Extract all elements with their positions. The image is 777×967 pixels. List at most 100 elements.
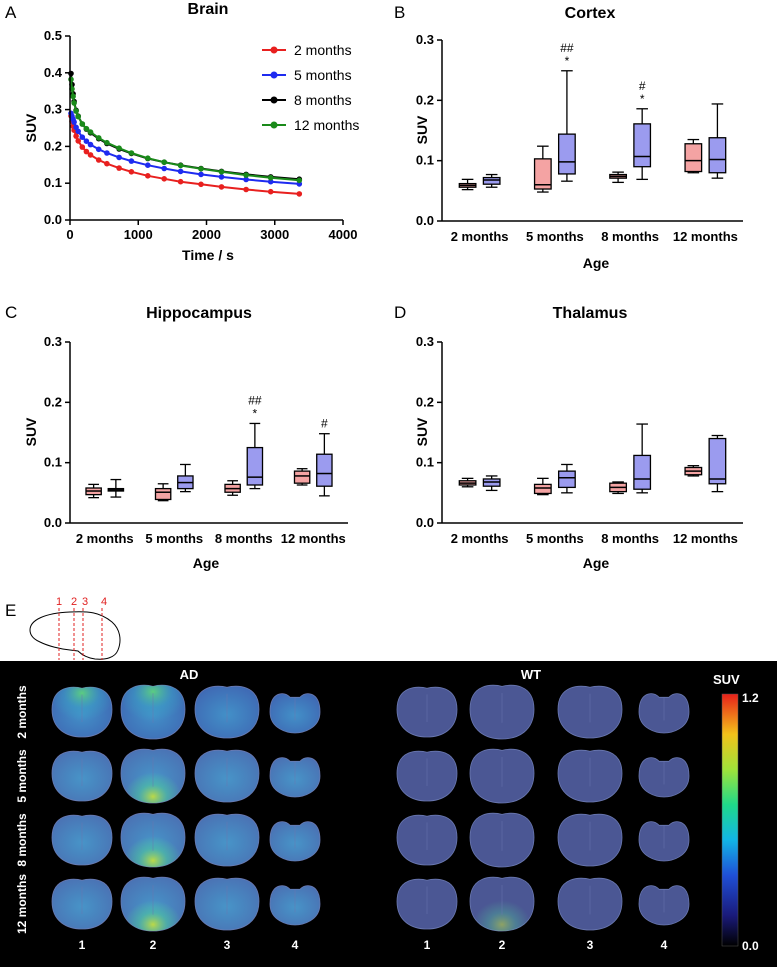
y-tick-label: 0.3 [44,334,62,349]
slice-label-4: 4 [101,596,107,608]
y-tick-label: 0.2 [44,394,62,409]
data-point [296,191,303,197]
y-tick-label: 0.1 [44,455,62,470]
legend-item-12-months: 12 months [262,117,359,133]
box-ad-5-months [557,463,576,494]
data-point [267,188,274,195]
box-ad-8-months [633,108,652,181]
panel-label-c: C [5,303,17,322]
panel-label-d: D [394,303,406,322]
legend: 2 months 5 months 8 months 12 months [262,42,359,133]
brain-slice-ad-row3-col2 [120,812,186,868]
data-point [243,172,249,178]
series-5-months [68,110,303,187]
series-line [70,112,300,185]
brain-slice-ad-row4-col2 [120,876,186,932]
brain-slice-ad-row4-col3 [194,877,260,931]
x-tick-label: 3000 [260,227,289,242]
box-wt-5-months [154,483,172,502]
data-point [296,177,303,184]
data-point [83,148,90,155]
box-wt-12-months [684,138,703,174]
x-tick-label: 8 months [601,531,659,546]
brain-slice-wt-row3-col4 [638,821,690,862]
data-point [198,166,204,172]
brain-slice-ad-row4-col4 [269,885,321,926]
y-tick-label: 0.0 [44,515,62,530]
box-wt-5-months [533,145,552,193]
legend-label: 8 months [294,92,352,108]
brain-slice-wt-row1-col2 [469,684,535,740]
y-tick-label: 0.3 [416,32,434,47]
brain-slice-ad-row3-col3 [194,813,260,867]
brain-slice-ad-row2-col1 [51,750,113,802]
box-ad-5-months [557,70,576,182]
data-point [83,125,90,132]
box-ad-2-months [482,475,501,492]
data-point [95,146,102,153]
brain-slice-ad-row4-col1 [51,878,113,930]
y-axis-label: SUV [23,113,39,142]
box-body [246,446,264,486]
data-point [104,160,110,167]
suv-colorbar: SUV 1.2 0.0 [713,672,759,953]
box-body [684,143,703,173]
data-point [75,128,81,135]
data-point [177,162,184,169]
brain-slice-ad-row1-col2 [120,684,186,740]
brain-slice-wt-row1-col3 [557,685,623,739]
legend-item-5-months: 5 months [262,67,352,83]
y-tick-label: 0.1 [44,175,62,190]
box-body [633,123,652,168]
brain-slice-ad-row3-col1 [51,814,113,866]
significance-mark: ## [248,393,262,407]
data-point [145,162,151,168]
col-label: 1 [79,938,86,952]
data-point [70,93,76,100]
box-ad-12-months [708,103,727,179]
brain-slice-ad-row3-col4 [269,821,321,862]
group-label-wt: WT [521,667,541,682]
row-label: 12 months [15,874,29,934]
significance-mark: * [565,54,570,68]
box-body [533,483,552,495]
x-axis-label: Age [583,255,610,271]
brain-slice-wt-row3-col1 [396,814,458,866]
brain-slice-grid [51,684,690,932]
box-ad-2-months [107,478,125,498]
box-body [708,137,727,174]
brain-slice-wt-row3-col3 [557,813,623,867]
colorbar-gradient [721,693,739,947]
chart-title: Hippocampus [146,305,252,322]
colorbar-max-label: 1.2 [742,691,759,705]
brain-outline [29,611,121,660]
y-tick-label: 0.0 [416,515,434,530]
y-tick-label: 0.1 [416,153,434,168]
data-point [267,174,274,181]
box-body [533,158,552,190]
brain-slice-ad-row2-col4 [269,757,321,798]
brain-slice-wt-row1-col1 [396,686,458,738]
row-label: 8 months [15,813,29,867]
col-label: 3 [224,938,231,952]
box-body [557,133,576,175]
data-point [116,154,122,161]
data-point [104,150,110,156]
colorbar-min-label: 0.0 [742,939,759,953]
data-point [71,100,77,106]
y-tick-label: 0.5 [44,28,62,43]
brain-slice-wt-row2-col3 [557,749,623,803]
data-point [128,150,135,156]
series-12-months [68,76,303,184]
y-tick-label: 0.0 [44,212,62,227]
x-tick-label: 5 months [145,531,203,546]
y-tick-label: 0.0 [416,213,434,228]
data-point [243,186,249,193]
brain-slice-ad-row1-col3 [194,685,260,739]
data-point [79,144,86,150]
data-point [87,129,94,135]
box-ad-8-months [246,422,264,490]
legend-label: 2 months [294,42,352,58]
y-tick-label: 0.3 [416,334,434,349]
x-tick-label: 12 months [673,531,738,546]
